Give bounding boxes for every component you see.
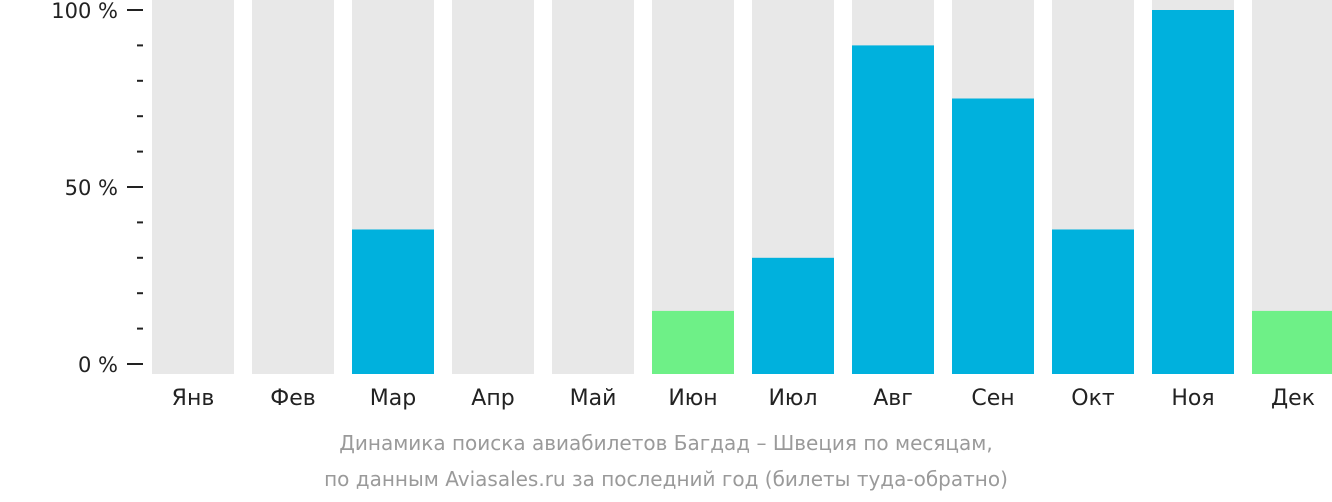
y-axis: 0 % 50 % 100 % <box>51 0 143 377</box>
bar-background-4 <box>452 0 534 374</box>
chart-caption-line-2: по данным Aviasales.ru за последний год … <box>324 467 1008 491</box>
y-tick-label: 0 % <box>78 353 118 377</box>
bar-background-5 <box>552 0 634 374</box>
value-bars <box>352 10 1332 375</box>
x-tick-label: Окт <box>1071 386 1115 411</box>
x-tick-label: Апр <box>471 386 514 411</box>
x-tick-label: Авг <box>873 386 913 411</box>
bar-chart: 0 % 50 % 100 % Янв Фев Мар Апр Май Июн Июл Авг Сен… <box>51 0 1332 411</box>
chart-caption-line-1: Динамика поиска авиабилетов Багдад – Шве… <box>339 431 993 455</box>
y-tick-label: 100 % <box>51 0 118 23</box>
y-tick-label: 50 % <box>65 176 118 200</box>
x-tick-label: Мар <box>370 386 416 411</box>
bar-9 <box>952 98 1034 374</box>
bar-8 <box>852 45 934 375</box>
x-tick-label: Сен <box>971 386 1014 411</box>
x-tick-label: Дек <box>1271 386 1315 411</box>
bar-7 <box>752 257 834 374</box>
bar-11 <box>1152 10 1234 374</box>
x-tick-label: Июн <box>668 386 717 411</box>
x-tick-label: Май <box>570 386 617 411</box>
bar-background-2 <box>252 0 334 374</box>
bar-background-1 <box>152 0 234 374</box>
x-tick-label: Июл <box>768 386 817 411</box>
bar-12 <box>1252 310 1332 374</box>
bar-10 <box>1052 229 1134 374</box>
x-tick-label: Фев <box>270 386 315 411</box>
bar-6 <box>652 310 734 374</box>
x-tick-label: Янв <box>172 386 215 411</box>
x-axis: Янв Фев Мар Апр Май Июн Июл Авг Сен Окт Ноя Дек <box>172 386 1315 411</box>
x-tick-label: Ноя <box>1171 386 1214 411</box>
bar-3 <box>352 229 434 374</box>
